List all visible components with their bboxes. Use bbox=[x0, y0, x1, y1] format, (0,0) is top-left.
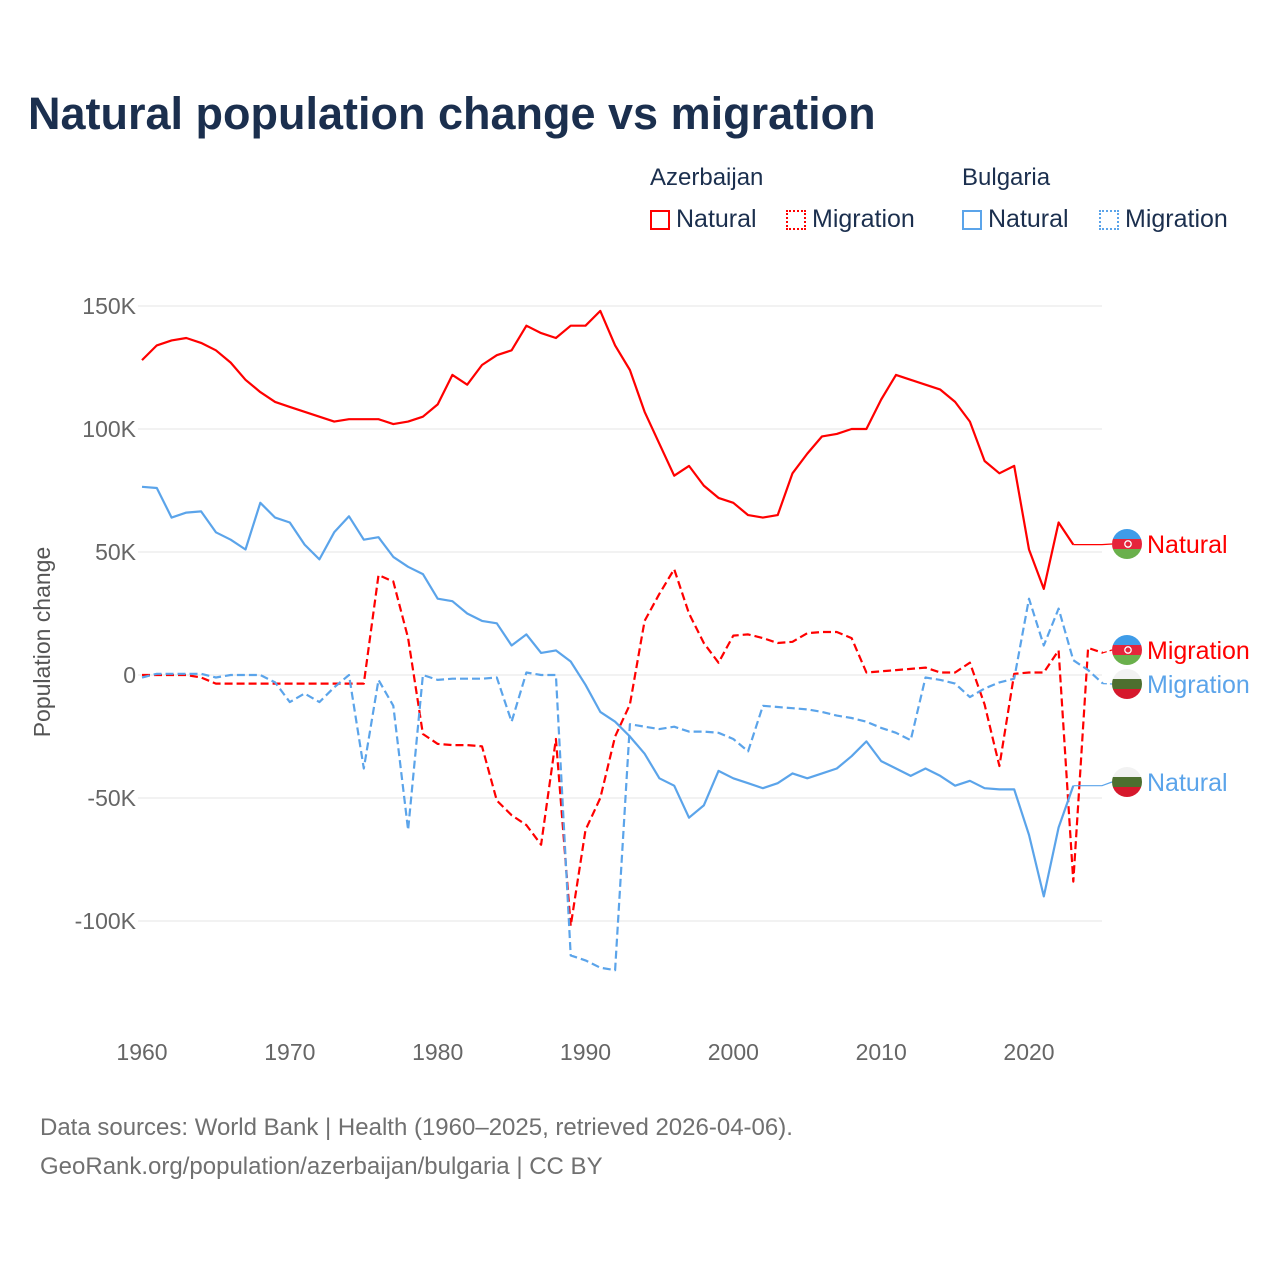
legend-label: Natural bbox=[676, 205, 757, 233]
x-tick-label: 2000 bbox=[708, 1039, 759, 1065]
legend-label: Migration bbox=[812, 205, 915, 233]
flag-azerbaijan-icon bbox=[1112, 655, 1142, 665]
y-tick-label: 0 bbox=[123, 662, 136, 688]
x-tick-label: 1960 bbox=[116, 1039, 167, 1065]
legend-swatch-dotted-red bbox=[786, 209, 806, 230]
x-tick-label: 1990 bbox=[560, 1039, 611, 1065]
series-line-bulgaria-migration bbox=[141, 597, 1104, 972]
end-label-azerbaijan-migration: Migration bbox=[1147, 637, 1250, 665]
flag-azerbaijan-icon bbox=[1112, 549, 1142, 559]
crescent-icon bbox=[1124, 540, 1132, 548]
legend-swatch-dotted-blue bbox=[1099, 209, 1119, 230]
flag-azerbaijan-icon bbox=[1112, 539, 1142, 549]
y-axis-label: Population change bbox=[29, 547, 55, 738]
flag-bulgaria-icon bbox=[1112, 689, 1142, 699]
data-source-note: Data sources: World Bank | Health (1960–… bbox=[40, 1114, 793, 1141]
legend-label: Migration bbox=[1125, 205, 1228, 233]
series-line-bulgaria-natural bbox=[141, 485, 1075, 898]
series-line-azerbaijan-migration bbox=[142, 568, 1104, 927]
legend-group-bulgaria: Bulgaria bbox=[962, 164, 1051, 191]
legend-group-azerbaijan: Azerbaijan bbox=[650, 164, 764, 191]
label-leader-line bbox=[1073, 543, 1113, 546]
end-label-bulgaria-migration: Migration bbox=[1147, 671, 1250, 699]
crescent-icon bbox=[1124, 646, 1132, 654]
x-tick-label: 2010 bbox=[856, 1039, 907, 1065]
end-label-bulgaria-natural: Natural bbox=[1147, 769, 1228, 797]
end-label-azerbaijan-natural: Natural bbox=[1147, 531, 1228, 559]
flag-azerbaijan-icon bbox=[1112, 645, 1142, 655]
flag-azerbaijan-icon bbox=[1112, 635, 1142, 645]
x-tick-label: 1980 bbox=[412, 1039, 463, 1065]
y-tick-label: 150K bbox=[82, 293, 136, 319]
y-tick-label: 100K bbox=[82, 416, 136, 442]
series-line-azerbaijan-natural bbox=[141, 309, 1075, 590]
legend-azerbaijan-migration[interactable]: Migration bbox=[786, 205, 915, 234]
source-link[interactable]: GeoRank.org/population/azerbaijan/bulgar… bbox=[40, 1153, 603, 1180]
legend-azerbaijan-natural[interactable]: Natural bbox=[650, 205, 757, 234]
flag-bulgaria-icon bbox=[1112, 669, 1142, 679]
legend-swatch-solid-blue bbox=[962, 209, 982, 230]
x-tick-label: 1970 bbox=[264, 1039, 315, 1065]
legend-bulgaria-natural[interactable]: Natural bbox=[962, 205, 1069, 234]
flag-bulgaria-icon bbox=[1112, 787, 1142, 797]
flag-azerbaijan-icon bbox=[1112, 529, 1142, 539]
label-leader-line bbox=[1073, 781, 1113, 787]
label-leader-line bbox=[1102, 649, 1113, 654]
y-tick-label: -100K bbox=[75, 908, 137, 934]
flag-bulgaria-icon bbox=[1112, 679, 1142, 689]
legend-label: Natural bbox=[988, 205, 1069, 233]
chart-title: Natural population change vs migration bbox=[28, 88, 876, 139]
flag-bulgaria-icon bbox=[1112, 777, 1142, 787]
legend-swatch-solid-red bbox=[650, 209, 670, 230]
footer: Data sources: World Bank | Health (1960–… bbox=[40, 1108, 793, 1186]
y-tick-label: 50K bbox=[95, 539, 137, 565]
flag-bulgaria-icon bbox=[1112, 767, 1142, 777]
y-tick-label: -50K bbox=[87, 785, 136, 811]
legend-bulgaria-migration[interactable]: Migration bbox=[1099, 205, 1228, 234]
x-tick-label: 2020 bbox=[1003, 1039, 1054, 1065]
